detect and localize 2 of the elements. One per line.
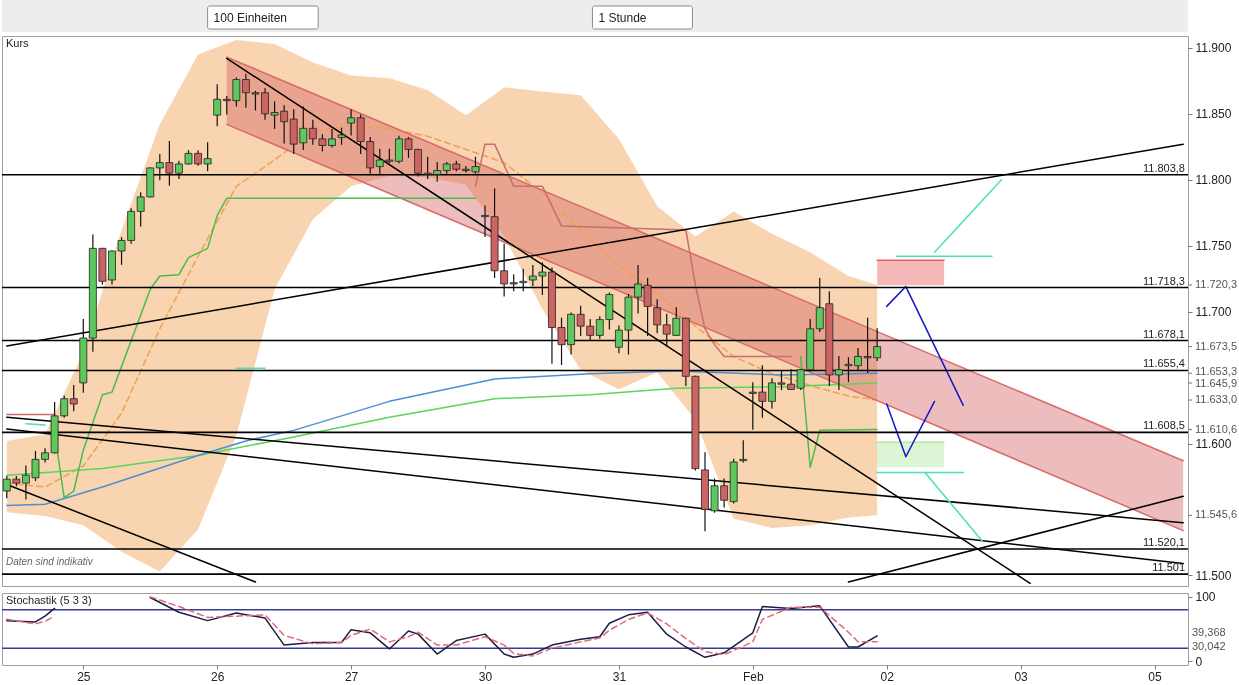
text: 1 Stunde bbox=[598, 10, 647, 25]
text: 100 Einheiten bbox=[213, 10, 288, 25]
